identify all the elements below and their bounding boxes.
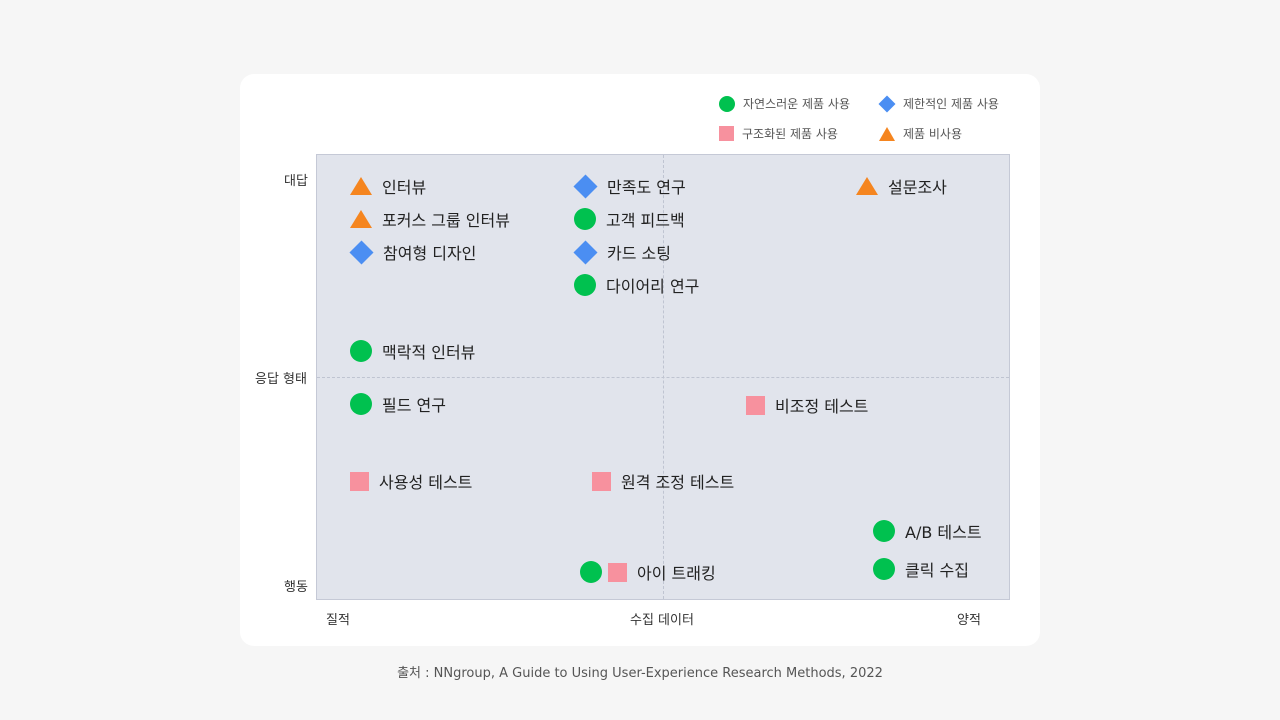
green-circle-icon <box>873 520 895 542</box>
pink-square-icon <box>608 562 627 582</box>
item-card-sorting: 카드 소팅 <box>573 239 671 265</box>
item-label: 인터뷰 <box>382 178 427 197</box>
pink-square-icon <box>719 126 734 141</box>
legend-scripted: 구조화된 제품 사용 <box>719 125 838 142</box>
pink-square-icon <box>746 395 765 415</box>
item-label: 만족도 연구 <box>607 178 686 197</box>
green-circle-icon <box>350 393 372 415</box>
blue-diamond-icon <box>573 173 598 199</box>
item-usability-test: 사용성 테스트 <box>350 469 472 493</box>
green-circle-icon <box>580 561 602 583</box>
item-label: 비조정 테스트 <box>775 397 869 416</box>
item-label: 사용성 테스트 <box>379 473 473 492</box>
item-ab-test: A/B 테스트 <box>873 519 982 543</box>
orange-triangle-icon <box>856 177 878 195</box>
blue-diamond-icon <box>878 95 896 112</box>
legend-limited-label: 제한적인 제품 사용 <box>903 97 999 111</box>
blue-diamond-icon <box>573 239 598 265</box>
green-circle-icon <box>574 274 596 296</box>
x-axis-left-label: 질적 <box>326 613 350 628</box>
legend-natural-label: 자연스러운 제품 사용 <box>743 97 850 111</box>
item-contextual-interview: 맥락적 인터뷰 <box>350 339 475 363</box>
item-label: 포커스 그룹 인터뷰 <box>382 211 510 230</box>
item-participatory-design: 참여형 디자인 <box>349 239 477 265</box>
item-interview: 인터뷰 <box>350 174 426 198</box>
orange-triangle-icon <box>879 126 895 141</box>
item-clickstream: 클릭 수집 <box>873 557 969 581</box>
orange-triangle-icon <box>350 177 372 195</box>
item-label: 설문조사 <box>888 178 947 197</box>
item-remote-moderated-test: 원격 조정 테스트 <box>592 469 734 493</box>
green-circle-icon <box>719 95 735 112</box>
item-label: 클릭 수집 <box>905 561 969 580</box>
quadrant-plot <box>316 154 1010 600</box>
green-circle-icon <box>574 208 596 230</box>
item-eye-tracking: 아이 트래킹 <box>580 560 716 584</box>
item-field-study: 필드 연구 <box>350 392 446 416</box>
item-label: 참여형 디자인 <box>383 244 477 263</box>
item-customer-feedback: 고객 피드백 <box>574 207 685 231</box>
legend-scripted-label: 구조화된 제품 사용 <box>742 127 838 141</box>
item-label: 고객 피드백 <box>606 211 685 230</box>
y-axis-bottom-label: 행동 <box>284 580 308 595</box>
item-label: A/B 테스트 <box>905 523 982 542</box>
item-label: 필드 연구 <box>382 396 446 415</box>
legend-none: 제품 비사용 <box>879 125 962 142</box>
legend-limited: 제한적인 제품 사용 <box>878 95 999 112</box>
x-axis-right-label: 양적 <box>957 613 981 628</box>
y-axis-top-label: 대답 <box>284 174 308 189</box>
green-circle-icon <box>873 558 895 580</box>
item-focus-group: 포커스 그룹 인터뷰 <box>350 207 510 231</box>
legend-natural: 자연스러운 제품 사용 <box>719 95 850 112</box>
source-caption: 출처 : NNgroup, A Guide to Using User-Expe… <box>397 666 883 681</box>
item-label: 원격 조정 테스트 <box>621 473 735 492</box>
blue-diamond-icon <box>349 239 374 265</box>
horizontal-divider <box>317 377 1009 378</box>
item-label: 아이 트래킹 <box>637 564 716 583</box>
item-survey: 설문조사 <box>856 174 947 198</box>
pink-square-icon <box>592 471 611 491</box>
y-axis-title: 응답 형태 <box>255 372 307 387</box>
green-circle-icon <box>350 340 372 362</box>
x-axis-title: 수집 데이터 <box>630 613 694 628</box>
item-diary-study: 다이어리 연구 <box>574 273 699 297</box>
orange-triangle-icon <box>350 210 372 228</box>
item-label: 맥락적 인터뷰 <box>382 343 476 362</box>
item-label: 다이어리 연구 <box>606 277 700 296</box>
item-unmoderated-test: 비조정 테스트 <box>746 393 868 417</box>
pink-square-icon <box>350 471 369 491</box>
item-satisfaction-study: 만족도 연구 <box>573 173 686 199</box>
legend-none-label: 제품 비사용 <box>903 127 963 141</box>
item-label: 카드 소팅 <box>607 244 671 263</box>
